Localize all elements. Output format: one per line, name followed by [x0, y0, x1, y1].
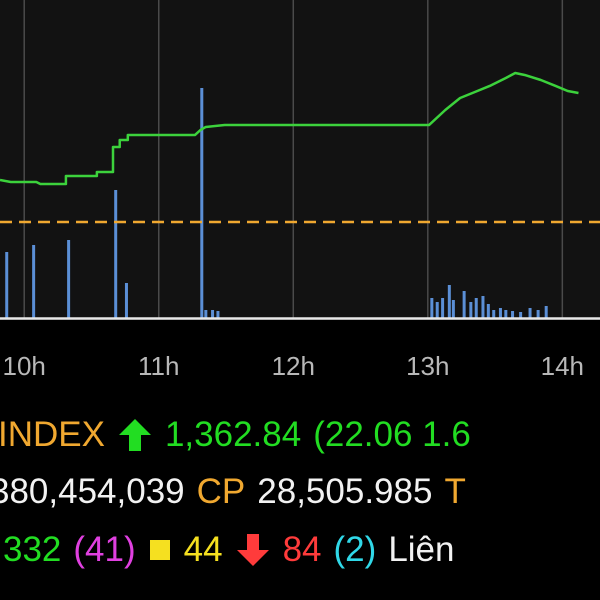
up-arrow-icon — [118, 419, 151, 451]
volume-bar — [124, 283, 128, 318]
volume-bar — [474, 298, 478, 318]
volume-bar — [519, 312, 523, 318]
index-line — [0, 71, 579, 186]
breadth-row: 332 (41) 44 84 (2) Liên — [3, 530, 466, 570]
volume-bar — [498, 308, 502, 318]
volume-bar — [5, 252, 9, 318]
volume-bar — [536, 310, 540, 318]
advancers: 332 — [3, 530, 62, 569]
volume-bar — [528, 308, 532, 318]
volume-bar — [441, 298, 445, 318]
link-label[interactable]: Liên — [388, 530, 455, 569]
volume-bar — [451, 300, 455, 318]
volume-bar — [114, 190, 118, 318]
volume-bar — [67, 240, 71, 318]
volume-bar — [32, 245, 36, 318]
index-change: (22.06 1.6 — [313, 415, 471, 454]
x-tick-label: 13h — [406, 351, 449, 381]
volume-bar — [486, 304, 490, 318]
x-tick-label: 12h — [272, 351, 315, 381]
floor-count: (2) — [333, 530, 377, 569]
volume-bar — [435, 302, 439, 318]
volume-bar — [469, 302, 473, 318]
volume-bar — [211, 310, 215, 318]
plot-background — [0, 0, 600, 320]
volume-bar — [544, 306, 548, 318]
unchanged-count: 44 — [183, 530, 223, 569]
volume-bar — [200, 88, 204, 318]
volume-bar — [511, 311, 515, 318]
index-row: INDEX 1,362.84 (22.06 1.6 — [0, 415, 483, 455]
volume-bar — [216, 311, 220, 318]
index-value: 1,362.84 — [164, 415, 302, 454]
decliners: 84 — [282, 530, 322, 569]
x-tick-label: 14h — [541, 351, 584, 381]
t-label: T — [444, 472, 466, 511]
down-arrow-icon — [236, 534, 269, 566]
volume-bar — [204, 310, 208, 318]
cp-value: 28,505.985 — [257, 472, 433, 511]
unchanged-icon — [149, 540, 170, 560]
volume-bar — [447, 285, 451, 318]
index-name: INDEX — [0, 415, 105, 454]
chart: 10h 11h 12h 13h 14h — [0, 0, 600, 381]
x-tick-label: 11h — [138, 351, 179, 381]
ceiling-count: (41) — [73, 530, 136, 569]
x-tick-label: 10h — [3, 351, 46, 381]
volume-row: 380,454,039 CP 28,505.985 T — [0, 472, 478, 512]
volume-value: 380,454,039 — [0, 472, 185, 511]
cp-label: CP — [196, 472, 246, 511]
volume-bar — [492, 310, 496, 318]
volume-bar — [481, 296, 485, 318]
volume-bar — [504, 310, 508, 318]
volume-bar — [462, 291, 466, 318]
volume-bar — [430, 298, 434, 318]
